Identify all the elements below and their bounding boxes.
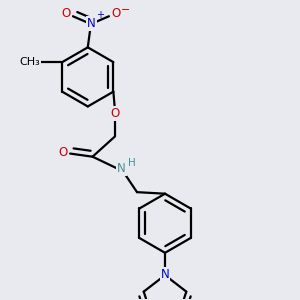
Text: CH₃: CH₃ [20, 57, 40, 67]
Text: N: N [117, 162, 126, 175]
Text: N: N [160, 268, 169, 281]
Text: O: O [59, 146, 68, 160]
Text: −: − [120, 5, 130, 15]
Text: H: H [128, 158, 136, 168]
Text: N: N [87, 17, 96, 30]
Text: +: + [96, 10, 104, 20]
Text: O: O [111, 7, 120, 20]
Text: O: O [61, 7, 70, 20]
Text: O: O [110, 107, 120, 120]
